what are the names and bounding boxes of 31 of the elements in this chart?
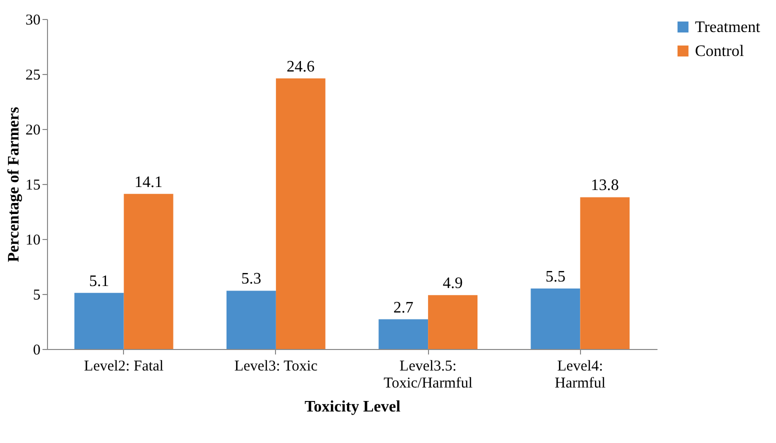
bar [74, 292, 124, 349]
bar [428, 295, 478, 349]
legend-label: Treatment [695, 19, 761, 36]
x-axis-title: Toxicity Level [304, 398, 401, 416]
y-tick-label: 25 [26, 68, 40, 84]
bar [226, 290, 276, 349]
y-axis-title: Percentage of Farmers [6, 106, 22, 262]
y-tick-label: 30 [26, 12, 40, 28]
bar [580, 197, 630, 349]
data-label: 24.6 [286, 58, 315, 76]
data-label: 2.7 [393, 299, 414, 316]
data-label: 5.3 [241, 270, 262, 288]
data-label: 5.1 [89, 272, 110, 290]
y-tick-label: 0 [33, 342, 40, 358]
x-tick-label: Level3: Toxic [234, 358, 318, 374]
bar [530, 288, 580, 349]
data-label: 4.9 [442, 275, 463, 292]
y-tick-label: 5 [33, 288, 40, 304]
bar [124, 194, 174, 349]
data-label: 5.5 [545, 268, 566, 286]
y-tick-label: 20 [26, 122, 40, 138]
data-label: 14.1 [134, 174, 163, 191]
y-tick-label: 10 [26, 232, 40, 248]
y-tick-label: 15 [26, 178, 40, 194]
x-tick-label: Level4: Harmful [554, 358, 606, 392]
legend-label: Control [695, 43, 744, 60]
bar [276, 78, 326, 349]
x-tick-label: Level2: Fatal [84, 358, 164, 374]
data-label: 13.8 [590, 177, 619, 194]
bar [378, 319, 428, 349]
x-tick-label: Level3.5: Toxic/Harmful [384, 358, 473, 392]
